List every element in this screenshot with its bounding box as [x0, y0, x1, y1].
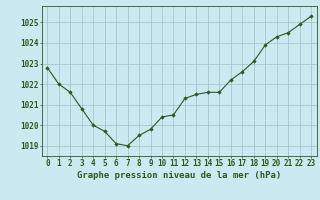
X-axis label: Graphe pression niveau de la mer (hPa): Graphe pression niveau de la mer (hPa) — [77, 171, 281, 180]
